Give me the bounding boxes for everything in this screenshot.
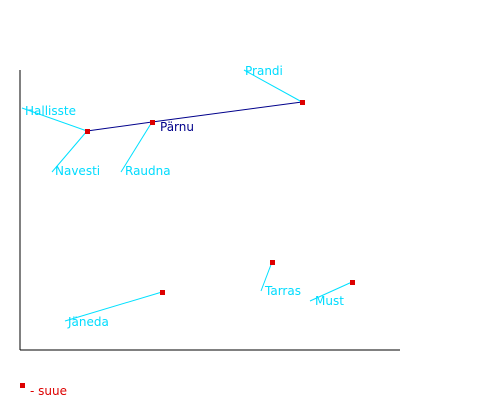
leader-line-hallisste (21, 107, 88, 132)
label-prandi: Prandi (245, 64, 283, 78)
legend: - suue (20, 383, 67, 398)
label-navesti: Navesti (55, 164, 100, 178)
leader-line-janeda (64, 291, 163, 322)
mouth-point-prandi (300, 100, 305, 105)
parnu-river-line (86, 101, 303, 132)
red-square-icon (20, 383, 25, 388)
mouth-point-janeda (160, 290, 165, 295)
leader-line-raudna (120, 121, 153, 173)
mouth-point-parnu-left (85, 129, 90, 134)
label-must: Must (315, 294, 344, 308)
legend-text: - suue (30, 384, 67, 398)
label-hallisste: Hallisste (25, 104, 76, 118)
label-raudna: Raudna (125, 164, 171, 178)
label-parnu: Pärnu (160, 120, 194, 134)
label-janeda: Jäneda (67, 315, 109, 329)
leader-line-must (309, 281, 353, 302)
leader-line-tarras (260, 261, 273, 292)
mouth-point-tarras (270, 260, 275, 265)
leader-line-prandi (243, 69, 303, 103)
leader-line-navesti (51, 130, 88, 173)
label-tarras: Tarras (264, 284, 301, 298)
mouth-point-parnu-mid (150, 120, 155, 125)
mouth-point-must (350, 280, 355, 285)
